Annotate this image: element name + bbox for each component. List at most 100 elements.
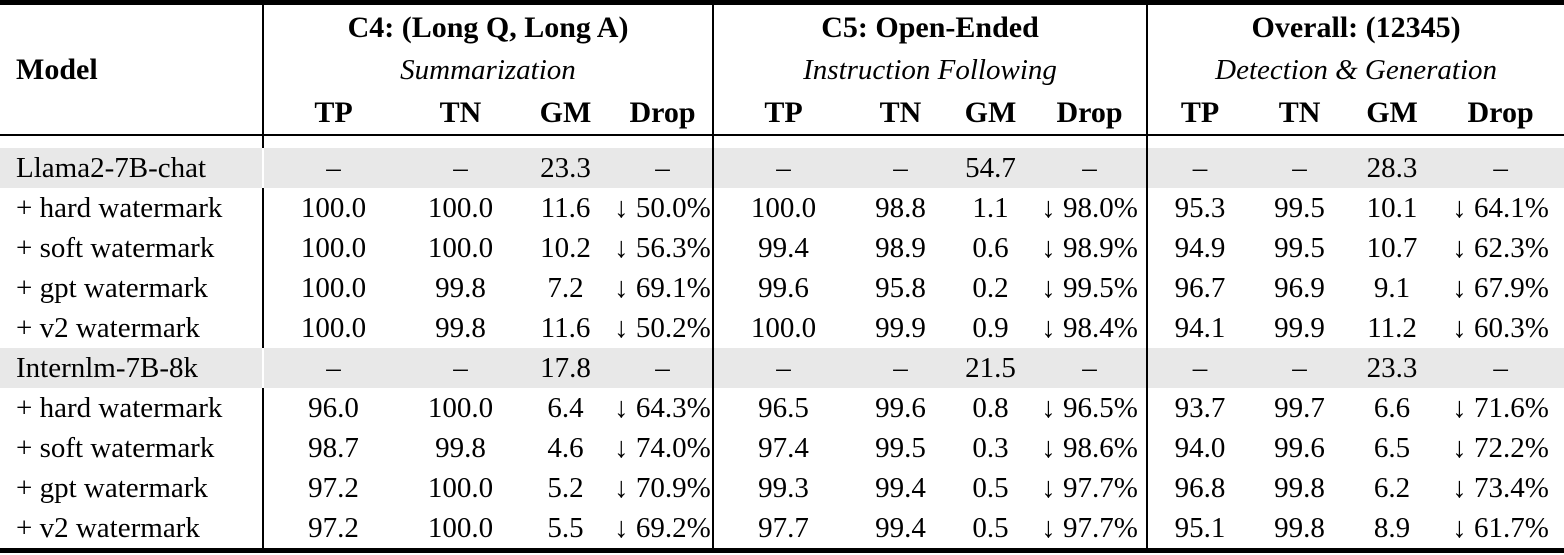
value-cell: 93.7 bbox=[1146, 388, 1253, 428]
value-cell: 99.4 bbox=[875, 471, 926, 504]
col-header-overall-gm: GM bbox=[1366, 95, 1418, 129]
value-cell: 99.6 bbox=[875, 391, 926, 424]
group-subtitle-row: Summarization Instruction Following Dete… bbox=[0, 50, 1564, 91]
value-cell: 94.1 bbox=[1146, 308, 1253, 348]
value-cell: 99.5 bbox=[875, 431, 926, 464]
drop-value-cell: ↓ 96.5% bbox=[1041, 391, 1138, 424]
model-cell: + gpt watermark bbox=[16, 471, 208, 504]
model-cell: + hard watermark bbox=[16, 391, 223, 424]
drop-value-cell: ↓ 61.7% bbox=[1452, 511, 1549, 544]
value-cell: 96.0 bbox=[262, 388, 403, 428]
value-cell: 99.3 bbox=[712, 468, 853, 508]
value-cell: 100.0 bbox=[262, 308, 403, 348]
col-header-c5-gm: GM bbox=[964, 95, 1017, 129]
drop-value-cell: ↓ 70.9% bbox=[614, 471, 711, 504]
value-cell: 9.1 bbox=[1373, 271, 1411, 304]
value-cell: 0.8 bbox=[972, 391, 1009, 424]
model-cell: + soft watermark bbox=[16, 431, 215, 464]
drop-value-cell: ↓ 50.0% bbox=[614, 191, 711, 224]
value-cell: – bbox=[1146, 348, 1253, 388]
value-cell: – bbox=[262, 348, 403, 388]
table-row: Internlm-7B-8k – –17.8– – –21.5– – –23.3– bbox=[0, 348, 1564, 388]
drop-value-cell: ↓ 72.2% bbox=[1452, 431, 1549, 464]
value-cell: 99.8 bbox=[435, 271, 486, 304]
value-cell: – bbox=[1252, 348, 1348, 388]
drop-value-cell: – bbox=[1437, 148, 1564, 188]
value-cell: 99.6 bbox=[712, 268, 853, 308]
table-header: Model C4: (Long Q, Long A) C5: Open-Ende… bbox=[0, 2, 1564, 135]
value-cell: 0.3 bbox=[972, 431, 1009, 464]
value-cell: 54.7 bbox=[948, 148, 1033, 188]
col-header-c4-drop: Drop bbox=[629, 95, 696, 129]
table-row: + v2 watermark 100.0 99.8 11.6 ↓ 50.2% 100.0 9… bbox=[0, 308, 1564, 348]
spacer-cell bbox=[1252, 135, 1347, 148]
table-row: + hard watermark 96.0 100.0 6.4 ↓ 64.3% 96.5 9… bbox=[0, 388, 1564, 428]
value-cell: – bbox=[853, 348, 948, 388]
value-cell: 97.2 bbox=[262, 468, 403, 508]
value-cell: 11.6 bbox=[540, 191, 591, 224]
spacer-cell bbox=[0, 135, 263, 148]
value-cell: – bbox=[712, 148, 853, 188]
table-row: + soft watermark 98.7 99.8 4.6 ↓ 74.0% 97.4 99… bbox=[0, 428, 1564, 468]
value-cell: 6.4 bbox=[547, 391, 584, 424]
col-header-c4-tp: TP bbox=[262, 91, 403, 135]
drop-value-cell: – bbox=[613, 148, 713, 188]
value-cell: 96.9 bbox=[1274, 271, 1325, 304]
value-cell: 95.3 bbox=[1146, 188, 1253, 228]
value-cell: 99.8 bbox=[1274, 471, 1325, 504]
drop-value-cell: ↓ 64.3% bbox=[614, 391, 711, 424]
value-cell: 100.0 bbox=[712, 188, 853, 228]
value-cell: 99.8 bbox=[435, 431, 486, 464]
drop-value-cell: – bbox=[1033, 348, 1148, 388]
value-cell: 10.1 bbox=[1366, 191, 1418, 224]
spacer-cell bbox=[1347, 135, 1437, 148]
drop-value-cell: ↓ 98.4% bbox=[1041, 311, 1138, 344]
drop-value-cell: – bbox=[1033, 148, 1148, 188]
spacer-cell bbox=[1146, 135, 1253, 148]
spacer-cell bbox=[403, 135, 518, 148]
model-cell: Llama2-7B-chat bbox=[0, 148, 263, 188]
group-c4-title: C4: (Long Q, Long A) bbox=[262, 2, 713, 50]
value-cell: 94.9 bbox=[1146, 228, 1253, 268]
spacer-cell bbox=[948, 135, 1033, 148]
value-cell: 100.0 bbox=[427, 191, 494, 224]
spacer-cell bbox=[1033, 135, 1147, 148]
table-row: + gpt watermark 100.0 99.8 7.2 ↓ 69.1% 99.6 95… bbox=[0, 268, 1564, 308]
value-cell: 99.5 bbox=[1274, 191, 1325, 224]
col-header-overall-drop: Drop bbox=[1467, 95, 1534, 129]
model-cell: + v2 watermark bbox=[16, 511, 200, 544]
value-cell: 10.2 bbox=[540, 231, 591, 264]
value-cell: 99.9 bbox=[1274, 311, 1325, 344]
model-cell: + hard watermark bbox=[16, 191, 223, 224]
value-cell: 100.0 bbox=[427, 471, 494, 504]
value-cell: 17.8 bbox=[518, 348, 613, 388]
value-cell: 97.7 bbox=[712, 508, 853, 551]
drop-value-cell: ↓ 50.2% bbox=[614, 311, 711, 344]
value-cell: – bbox=[712, 348, 853, 388]
value-cell: 7.2 bbox=[547, 271, 584, 304]
drop-value-cell: – bbox=[1437, 348, 1564, 388]
drop-value-cell: ↓ 74.0% bbox=[614, 431, 711, 464]
drop-value-cell: ↓ 60.3% bbox=[1452, 311, 1549, 344]
value-cell: 99.4 bbox=[712, 228, 853, 268]
value-cell: 0.5 bbox=[972, 511, 1009, 544]
value-cell: 4.6 bbox=[547, 431, 584, 464]
drop-value-cell: ↓ 56.3% bbox=[614, 231, 711, 264]
table-row: + hard watermark 100.0 100.0 11.6 ↓ 50.0% 100… bbox=[0, 188, 1564, 228]
col-header-overall-tp: TP bbox=[1146, 91, 1253, 135]
value-cell: 96.7 bbox=[1146, 268, 1253, 308]
value-cell: 0.9 bbox=[972, 311, 1009, 344]
col-header-overall-tn: TN bbox=[1278, 95, 1321, 129]
table-body: Llama2-7B-chat – –23.3– – –54.7– – –28.3– + har… bbox=[0, 135, 1564, 551]
value-cell: 100.0 bbox=[262, 228, 403, 268]
spacer-cell bbox=[518, 135, 613, 148]
col-header-c5-tn: TN bbox=[879, 95, 922, 129]
drop-value-cell: ↓ 71.6% bbox=[1452, 391, 1549, 424]
value-cell: 99.7 bbox=[1274, 391, 1325, 424]
drop-value-cell: ↓ 98.0% bbox=[1041, 191, 1138, 224]
col-header-c4-tn: TN bbox=[439, 95, 482, 129]
spacer-cell bbox=[262, 135, 403, 148]
group-title-row: Model C4: (Long Q, Long A) C5: Open-Ende… bbox=[0, 2, 1564, 86]
table-row: + v2 watermark 97.2 100.0 5.5 ↓ 69.2% 97.7 99.… bbox=[0, 508, 1564, 551]
value-cell: 100.0 bbox=[427, 231, 494, 264]
